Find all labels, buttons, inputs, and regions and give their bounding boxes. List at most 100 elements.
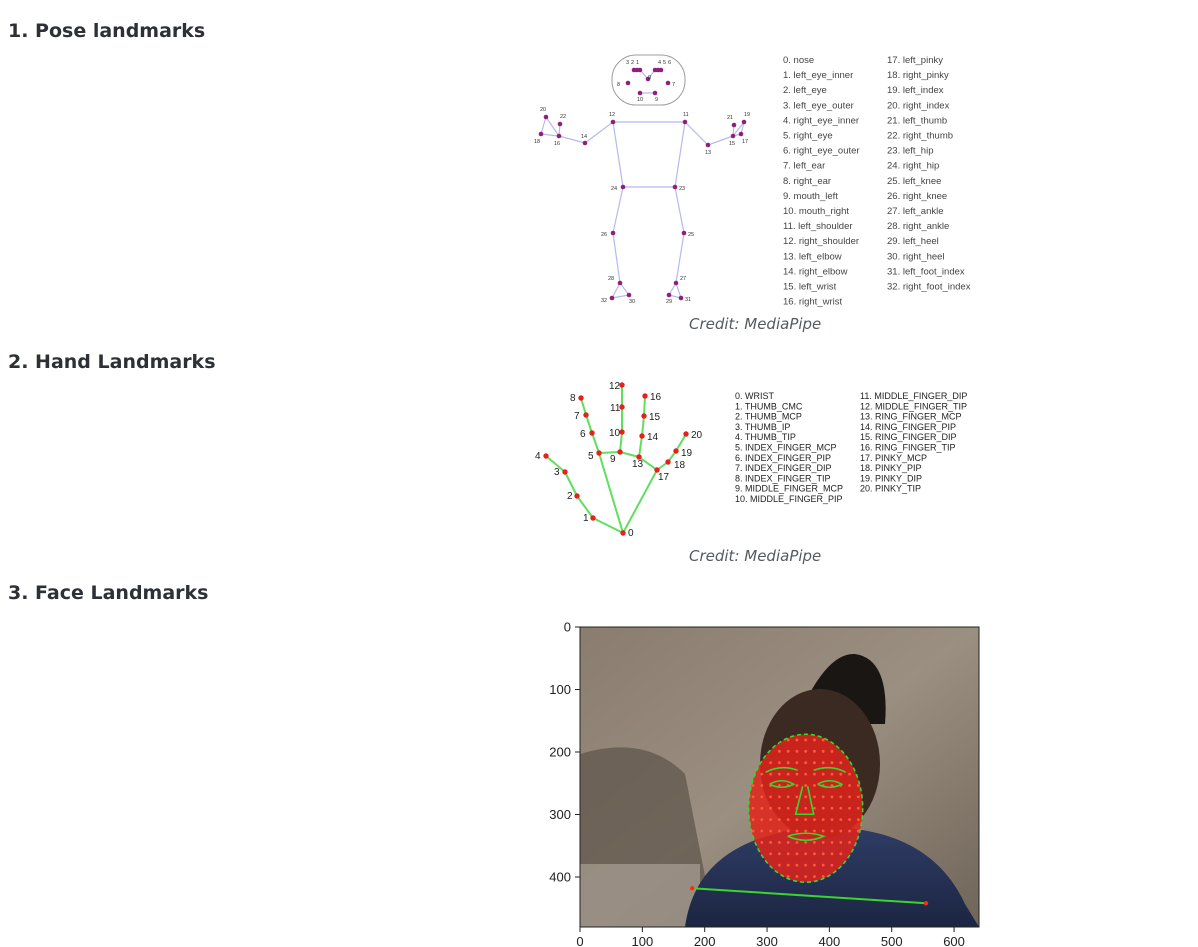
pose-bone-30-32 xyxy=(611,294,630,299)
face-mesh-point xyxy=(813,875,816,878)
pose-bone-25-27 xyxy=(675,232,685,284)
face-mesh-point xyxy=(839,852,843,856)
face-mesh-point xyxy=(813,772,816,776)
face-left-brow xyxy=(765,766,798,773)
pose-point-label-18: 18 xyxy=(534,139,540,145)
hand-point-16 xyxy=(642,393,648,399)
x-tick-label-300: 300 xyxy=(756,934,778,947)
pose-bone-20-16 xyxy=(545,116,560,137)
face-mesh-point xyxy=(760,818,764,822)
pose-bone-11-13 xyxy=(684,121,709,146)
face-mesh-point xyxy=(777,852,781,856)
hand-point-12 xyxy=(619,382,625,388)
pose-legend-item-31: 31. left_foot_index xyxy=(887,266,965,277)
face-mesh-point xyxy=(760,784,764,787)
pose-point-23 xyxy=(672,184,678,190)
hand-bone-13-14 xyxy=(638,435,643,458)
face-mesh-point xyxy=(786,738,790,742)
face-mesh-point xyxy=(795,818,799,822)
hand-point-11 xyxy=(619,404,625,410)
pose-point-10 xyxy=(637,90,643,96)
face-right-eye xyxy=(817,779,844,789)
pose-point-label-28: 28 xyxy=(608,276,614,282)
face-mesh-point xyxy=(813,795,816,799)
face-mesh-point xyxy=(786,761,790,765)
pose-legend-item-0: 0. nose xyxy=(783,55,814,66)
face-mesh-point xyxy=(830,863,834,867)
pose-bone-24-26 xyxy=(612,186,624,234)
face-mesh-point xyxy=(804,761,808,765)
pose-point-11 xyxy=(682,119,688,125)
hand-point-13 xyxy=(636,454,642,460)
hand-legend-item-8: 8. INDEX_FINGER_TIP xyxy=(735,473,831,483)
face-mesh-point xyxy=(813,761,816,765)
hand-point-label-15: 15 xyxy=(649,412,661,423)
face-mesh-point xyxy=(830,841,834,844)
pose-point-26 xyxy=(610,230,616,236)
face-mesh-point xyxy=(769,795,773,799)
pose-legend-item-24: 24. right_hip xyxy=(887,161,939,172)
hand-legend-item-14: 14. RING_FINGER_PIP xyxy=(860,422,956,432)
hand-point-10 xyxy=(619,429,625,435)
hand-point-8 xyxy=(578,395,584,401)
hand-point-15 xyxy=(641,413,647,419)
pose-legend-item-23: 23. left_hip xyxy=(887,146,933,157)
pose-legend-item-29: 29. left_heel xyxy=(887,236,939,247)
hand-legend-item-15: 15. RING_FINGER_DIP xyxy=(860,432,957,442)
pose-point-6 xyxy=(658,67,664,73)
face-mesh-point xyxy=(813,863,816,867)
hand-legend-item-13: 13. RING_FINGER_MCP xyxy=(860,412,962,422)
pose-point-28 xyxy=(617,280,623,286)
face-mesh-point xyxy=(813,852,816,856)
pose-point-label-14: 14 xyxy=(581,134,587,140)
face-mesh-point xyxy=(839,761,843,765)
pose-point-18 xyxy=(538,131,544,137)
face-mesh-point xyxy=(795,841,799,844)
face-mesh-point xyxy=(777,761,781,765)
pose-legend-item-6: 6. right_eye_outer xyxy=(783,146,860,157)
x-tick-label-0: 0 xyxy=(576,934,583,947)
face-mesh-point xyxy=(856,829,860,833)
face-mesh-point xyxy=(786,806,790,810)
face-mesh-point xyxy=(760,772,764,776)
face-mesh-point xyxy=(821,772,825,776)
hand-bone-9-10 xyxy=(619,431,623,453)
hand-bone-2-3 xyxy=(564,471,578,497)
hand-legend-item-16: 16. RING_FINGER_TIP xyxy=(860,443,956,453)
hand-bone-0-5 xyxy=(598,452,624,534)
hand-point-label-14: 14 xyxy=(647,432,659,443)
pose-point-24 xyxy=(620,184,626,190)
face-mouth xyxy=(787,832,826,842)
hand-legend-item-18: 18. PINKY_PIP xyxy=(860,463,922,473)
hand-point-label-9: 9 xyxy=(610,454,616,465)
hand-point-0 xyxy=(620,530,626,536)
pose-point-label-13: 13 xyxy=(705,150,711,156)
hand-point-6 xyxy=(589,430,595,436)
face-mesh-point xyxy=(839,795,843,799)
hand-credit-caption: Credit: MediaPipe xyxy=(689,547,822,565)
face-mesh-point xyxy=(786,818,790,822)
hand-legend-item-7: 7. INDEX_FINGER_DIP xyxy=(735,463,832,473)
hand-bone-9-13 xyxy=(619,451,640,458)
pose-point-7 xyxy=(665,80,671,86)
hand-legend-item-10: 10. MIDDLE_FINGER_PIP xyxy=(735,494,843,504)
face-mesh-point xyxy=(821,749,825,753)
x-tick-label-100: 100 xyxy=(631,934,653,947)
face-mesh-point xyxy=(777,784,781,787)
face-mesh-point xyxy=(804,806,808,810)
face-mesh-point xyxy=(821,841,825,844)
face-line-start-point xyxy=(690,886,695,891)
face-contour xyxy=(747,733,864,884)
hand-legend-item-4: 4. THUMB_TIP xyxy=(735,432,796,442)
face-mesh-point xyxy=(769,852,773,856)
face-mesh-point xyxy=(839,829,843,833)
hand-point-5 xyxy=(596,450,602,456)
face-mesh-point xyxy=(813,738,816,742)
hand-bone-7-8 xyxy=(580,397,587,416)
hand-point-1 xyxy=(590,515,596,521)
face-mesh-point xyxy=(786,829,790,833)
pose-bone-26-28 xyxy=(612,232,621,284)
face-mesh-point xyxy=(751,795,755,799)
face-mesh-point xyxy=(769,829,773,833)
